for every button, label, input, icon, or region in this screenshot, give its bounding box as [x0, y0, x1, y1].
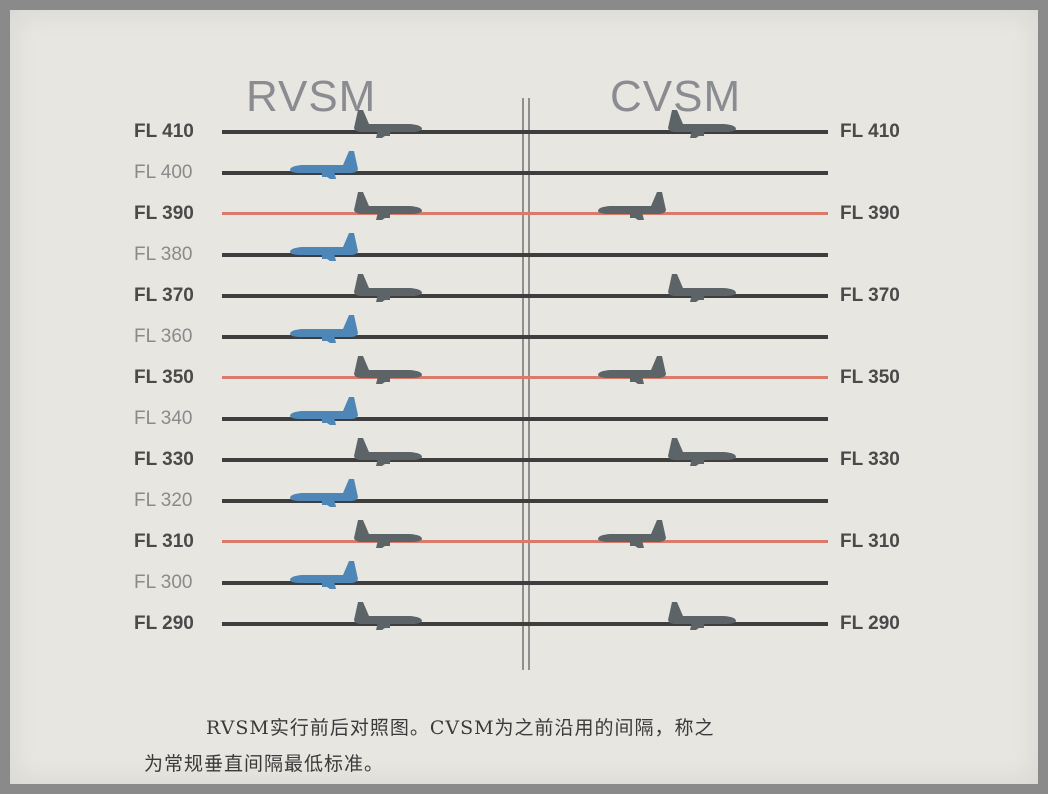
flight-level-label: FL 310 [134, 531, 194, 552]
cvsm-aircraft-icon [666, 432, 738, 477]
cvsm-aircraft-icon [666, 596, 738, 641]
flight-level-label: FL 290 [134, 613, 194, 634]
cvsm-aircraft-icon [596, 186, 668, 231]
caption-line-2: 为常规垂直间隔最低标准。 [144, 753, 385, 775]
flight-level-label-right: FL 330 [840, 449, 900, 470]
panel-divider [522, 98, 532, 670]
flight-level-line [222, 417, 828, 421]
flight-level-line-red [222, 212, 828, 215]
flight-level-label: FL 400 [134, 162, 193, 183]
flight-level-line [222, 253, 828, 257]
flight-level-label-right: FL 390 [840, 203, 900, 224]
cvsm-aircraft-icon [596, 514, 668, 559]
rvsm-aircraft-icon [352, 350, 424, 395]
flight-level-label: FL 320 [134, 490, 193, 511]
cvsm-aircraft-icon [666, 268, 738, 313]
flight-level-label-right: FL 370 [840, 285, 900, 306]
rvsm-aircraft-icon [352, 186, 424, 231]
flight-level-label-right: FL 350 [840, 367, 900, 388]
flight-level-line-red [222, 540, 828, 543]
rvsm-aircraft-icon [288, 555, 360, 600]
rvsm-aircraft-icon [288, 473, 360, 518]
diagram-page: RVSM CVSM FL 410 FL 410 FL 400 FL 390 FL 390… [10, 10, 1038, 784]
flight-level-label-right: FL 410 [840, 121, 900, 142]
cvsm-aircraft-icon [596, 350, 668, 395]
rvsm-aircraft-icon [352, 104, 424, 149]
flight-level-label: FL 360 [134, 326, 193, 347]
flight-level-line [222, 458, 828, 462]
flight-level-label: FL 350 [134, 367, 194, 388]
flight-level-label: FL 340 [134, 408, 193, 429]
flight-level-line [222, 581, 828, 585]
flight-level-line-red [222, 376, 828, 379]
rvsm-aircraft-icon [288, 227, 360, 272]
caption: RVSM实行前后对照图。CVSM为之前沿用的间隔，称之 为常规垂直间隔最低标准。 [144, 710, 944, 782]
flight-level-line [222, 130, 828, 134]
flight-level-label-right: FL 290 [840, 613, 900, 634]
flight-level-line [222, 335, 828, 339]
flight-level-line [222, 499, 828, 503]
rvsm-aircraft-icon [352, 596, 424, 641]
rvsm-aircraft-icon [288, 309, 360, 354]
rvsm-aircraft-icon [288, 145, 360, 190]
rvsm-aircraft-icon [352, 268, 424, 313]
flight-level-line [222, 171, 828, 175]
rvsm-aircraft-icon [352, 514, 424, 559]
flight-level-label: FL 380 [134, 244, 193, 265]
cvsm-aircraft-icon [666, 104, 738, 149]
flight-level-label: FL 300 [134, 572, 193, 593]
rvsm-title: RVSM [246, 72, 377, 121]
flight-level-label: FL 390 [134, 203, 194, 224]
caption-line-1: RVSM实行前后对照图。CVSM为之前沿用的间隔，称之 [206, 717, 715, 739]
flight-level-label: FL 370 [134, 285, 194, 306]
flight-level-label: FL 330 [134, 449, 194, 470]
flight-level-line [222, 622, 828, 626]
flight-level-label-right: FL 310 [840, 531, 900, 552]
flight-level-line [222, 294, 828, 298]
rvsm-aircraft-icon [352, 432, 424, 477]
flight-level-label: FL 410 [134, 121, 194, 142]
rvsm-aircraft-icon [288, 391, 360, 436]
